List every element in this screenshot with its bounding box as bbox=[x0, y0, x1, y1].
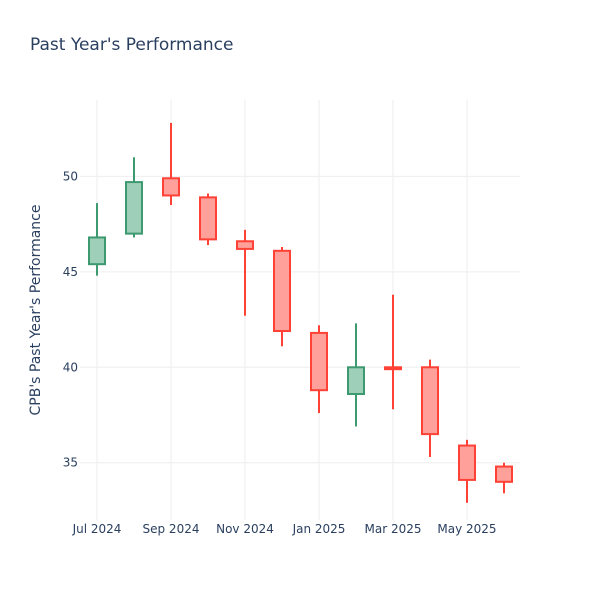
y-tick-label: 45 bbox=[63, 265, 78, 279]
candle-increasing bbox=[125, 157, 143, 238]
y-tick-label: 35 bbox=[63, 456, 78, 470]
candle-body bbox=[125, 181, 143, 235]
candle-decreasing bbox=[458, 439, 476, 503]
x-tick-label: Mar 2025 bbox=[365, 522, 422, 536]
candles bbox=[88, 122, 513, 503]
candle-body bbox=[310, 331, 328, 392]
candle-body bbox=[199, 196, 217, 241]
x-tick-label: Sep 2024 bbox=[143, 522, 200, 536]
candle-body bbox=[162, 177, 180, 197]
candle-body bbox=[347, 366, 365, 396]
candle-body bbox=[384, 366, 402, 371]
candle-decreasing bbox=[236, 229, 254, 316]
candle-decreasing bbox=[310, 325, 328, 414]
candle-decreasing bbox=[199, 193, 217, 246]
y-tick-label: 40 bbox=[63, 360, 78, 374]
x-tick-label: May 2025 bbox=[437, 522, 496, 536]
y-tick-label: 50 bbox=[63, 169, 78, 183]
candle-decreasing bbox=[384, 294, 402, 410]
candle-body bbox=[421, 366, 439, 436]
candle-increasing bbox=[347, 323, 365, 427]
x-axis-ticks: Jul 2024 Sep 2024 Nov 2024 Jan 2025 Mar 2025… bbox=[72, 522, 497, 536]
candle-decreasing bbox=[273, 247, 291, 347]
x-tick-label: Jan 2025 bbox=[292, 522, 346, 536]
chart-title: Past Year's Performance bbox=[30, 35, 234, 55]
candle-decreasing bbox=[162, 122, 180, 205]
candle-body bbox=[273, 249, 291, 332]
candle-decreasing bbox=[495, 462, 513, 494]
grid-lines bbox=[80, 100, 520, 520]
x-tick-label: Nov 2024 bbox=[216, 522, 274, 536]
y-axis-label: CPB's Past Year's Performance bbox=[28, 205, 44, 416]
candle-body bbox=[458, 444, 476, 481]
candle-decreasing bbox=[421, 359, 439, 457]
x-tick-label: Jul 2024 bbox=[72, 522, 122, 536]
candle-body bbox=[495, 465, 513, 483]
candle-increasing bbox=[88, 203, 106, 276]
candle-body bbox=[88, 236, 106, 266]
y-axis-ticks: 35 40 45 50 bbox=[63, 169, 78, 469]
candle-body bbox=[236, 240, 254, 250]
